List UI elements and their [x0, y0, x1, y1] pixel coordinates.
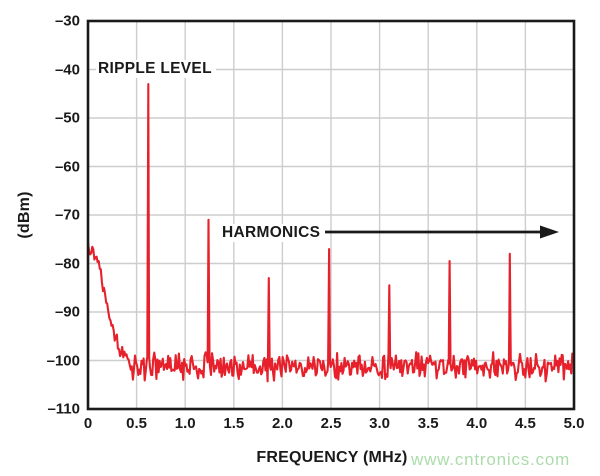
x-tick-label: 0: [83, 415, 93, 432]
harmonics-annotation: HARMONICS: [219, 224, 324, 243]
x-tick-label: 4.5: [514, 415, 536, 432]
x-tick-label: 0.5: [126, 415, 148, 432]
x-tick-label: 1.0: [174, 415, 196, 432]
ripple-level-annotation: RIPPLE LEVEL: [96, 60, 216, 79]
y-tick-label: –40: [54, 61, 80, 78]
x-axis-title: FREQUENCY (MHz): [256, 449, 408, 466]
y-tick-label: –70: [54, 206, 80, 224]
spectrum-trace: [86, 83, 575, 383]
x-tick-label: 3.5: [417, 415, 439, 432]
harmonics-arrow-head: [540, 225, 559, 239]
y-tick-label: –110: [47, 400, 80, 418]
y-tick-label: –90: [54, 303, 80, 321]
plot-border: [86, 19, 576, 411]
x-tick-label: 2.0: [271, 415, 293, 432]
y-tick-label: –80: [54, 255, 80, 272]
x-tick-label: 1.5: [223, 415, 245, 432]
x-tick-label: 5.0: [563, 415, 585, 432]
y-tick-label: –60: [54, 158, 80, 175]
x-tick-label: 2.5: [320, 415, 342, 432]
y-tick-label: –30: [54, 12, 80, 30]
y-axis-title: (dBm): [16, 191, 33, 239]
x-tick-label: 3.0: [369, 415, 391, 432]
x-tick-label: 4.0: [466, 415, 488, 432]
y-tick-label: –100: [46, 352, 80, 369]
watermark-text: www.cntronics.com: [411, 450, 571, 469]
y-tick-label: –50: [54, 109, 80, 127]
